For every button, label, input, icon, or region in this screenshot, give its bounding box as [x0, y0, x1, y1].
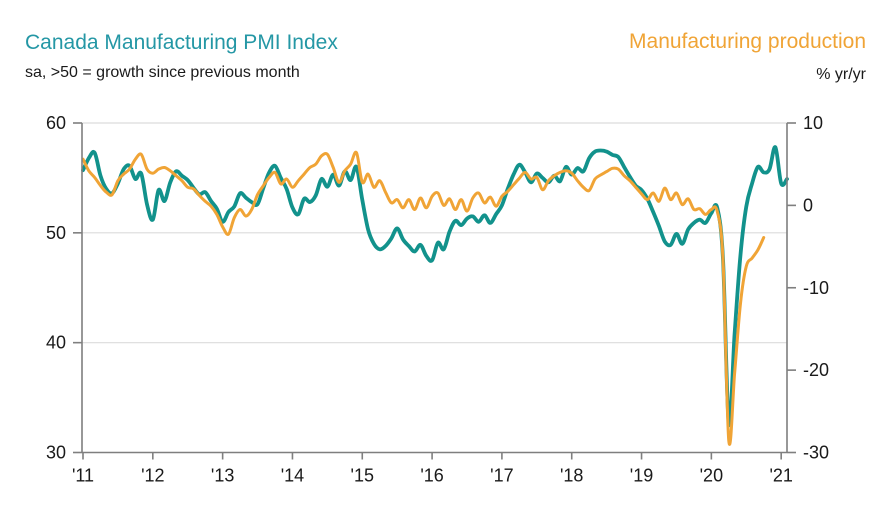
right-series-subtitle: % yr/yr: [816, 66, 866, 83]
pmi-line: [81, 145, 789, 428]
right-axis-tick-label: 0: [803, 195, 813, 215]
right-axis-tick-label: -10: [803, 278, 829, 298]
left-axis-tick-label: 30: [46, 443, 66, 463]
right-axis-tick-label: -20: [803, 360, 829, 380]
right-axis-tick-label: 10: [803, 113, 823, 133]
right-axis-tick-label: -30: [803, 443, 829, 463]
x-axis-tick-label: '17: [490, 466, 513, 486]
x-axis-tick-label: '18: [560, 466, 583, 486]
x-axis-tick-label: '15: [351, 466, 374, 486]
x-axis-tick-label: '14: [281, 466, 304, 486]
left-axis-tick-label: 60: [46, 113, 66, 133]
left-axis-tick-label: 50: [46, 223, 66, 243]
left-series-title: Canada Manufacturing PMI Index: [25, 31, 338, 54]
right-series-title: Manufacturing production: [629, 30, 866, 53]
x-axis-tick-label: '20: [700, 466, 723, 486]
x-axis-tick-label: '19: [630, 466, 653, 486]
x-axis-tick-label: '12: [141, 466, 164, 486]
x-axis-tick-label: '13: [211, 466, 234, 486]
x-axis-tick-label: '21: [769, 466, 792, 486]
production-line: [81, 150, 766, 446]
x-axis-tick-label: '11: [72, 466, 94, 486]
left-series-subtitle: sa, >50 = growth since previous month: [25, 64, 300, 81]
left-axis-tick-label: 40: [46, 333, 66, 353]
x-axis-tick-label: '16: [420, 466, 443, 486]
